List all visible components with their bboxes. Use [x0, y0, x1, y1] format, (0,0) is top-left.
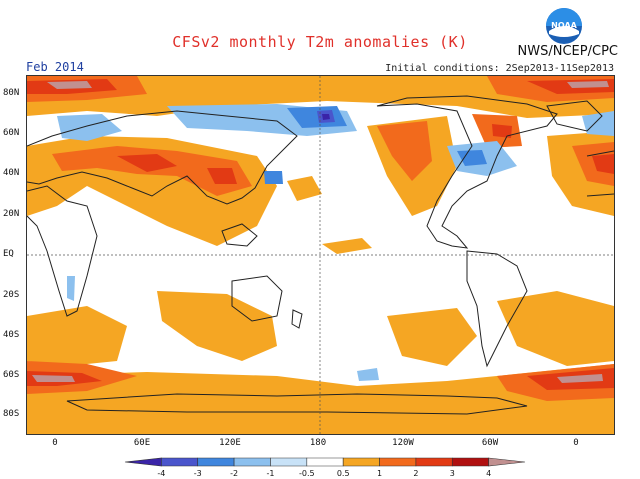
colorbar-swatch: [124, 457, 162, 467]
colorbar-swatch: [379, 457, 417, 467]
noaa-logo: NOAA: [546, 8, 582, 44]
lat-label: 20N: [3, 209, 20, 219]
lat-label: 40N: [3, 168, 20, 178]
colorbar-swatch: [270, 457, 308, 467]
colorbar-swatch: [161, 457, 199, 467]
lat-label: 40S: [3, 330, 20, 340]
lat-label: 60N: [3, 128, 20, 138]
colorbar-label: -4: [157, 469, 165, 478]
colorbar-label: 3: [450, 469, 455, 478]
colorbar-label: 0.5: [337, 469, 350, 478]
map-title: CFSv2 monthly T2m anomalies (K): [172, 33, 468, 51]
colorbar-label: -0.5: [299, 469, 315, 478]
colorbar-swatch: [197, 457, 235, 467]
colorbar-label: -3: [194, 469, 202, 478]
lon-label: 120E: [219, 438, 241, 448]
lon-label: 60E: [133, 438, 151, 448]
initial-conditions: Initial conditions: 2Sep2013-11Sep2013: [385, 63, 614, 74]
lon-label: 60W: [481, 438, 499, 448]
colorbar-label: -2: [230, 469, 238, 478]
lat-label: EQ: [3, 249, 14, 259]
lat-label: 60S: [3, 370, 20, 380]
forecast-month: Feb 2014: [26, 60, 84, 74]
agency-credit: NWS/NCEP/CPC: [517, 44, 618, 59]
colorbar-label: -1: [266, 469, 274, 478]
colorbar-swatch: [306, 457, 344, 467]
graticule: [27, 76, 614, 434]
colorbar-label: 1: [377, 469, 382, 478]
lat-label: 80N: [3, 88, 20, 98]
lat-label: 80S: [3, 409, 20, 419]
colorbar-swatch: [415, 457, 453, 467]
lon-label: 120W: [392, 438, 414, 448]
map-canvas: [27, 76, 614, 434]
colorbar-label: 4: [486, 469, 491, 478]
warm-anomaly-extreme: [32, 81, 609, 383]
colorbar-swatch: [233, 457, 271, 467]
lon-label: 180: [309, 438, 327, 448]
colorbar-label: 2: [413, 469, 418, 478]
lon-label: 0: [52, 438, 58, 448]
logo-text: NOAA: [551, 21, 577, 30]
colorbar-swatch: [488, 457, 526, 467]
colorbar: -4 -3 -2 -1 -0.5 0.5 1 2 3 4: [124, 457, 526, 478]
cool-anomaly: [57, 104, 614, 381]
colorbar-swatch: [451, 457, 489, 467]
coastlines: [27, 95, 614, 415]
anomaly-map: [26, 75, 615, 435]
lon-label: 0: [573, 438, 579, 448]
lat-label: 20S: [3, 290, 20, 300]
colorbar-swatch: [342, 457, 380, 467]
